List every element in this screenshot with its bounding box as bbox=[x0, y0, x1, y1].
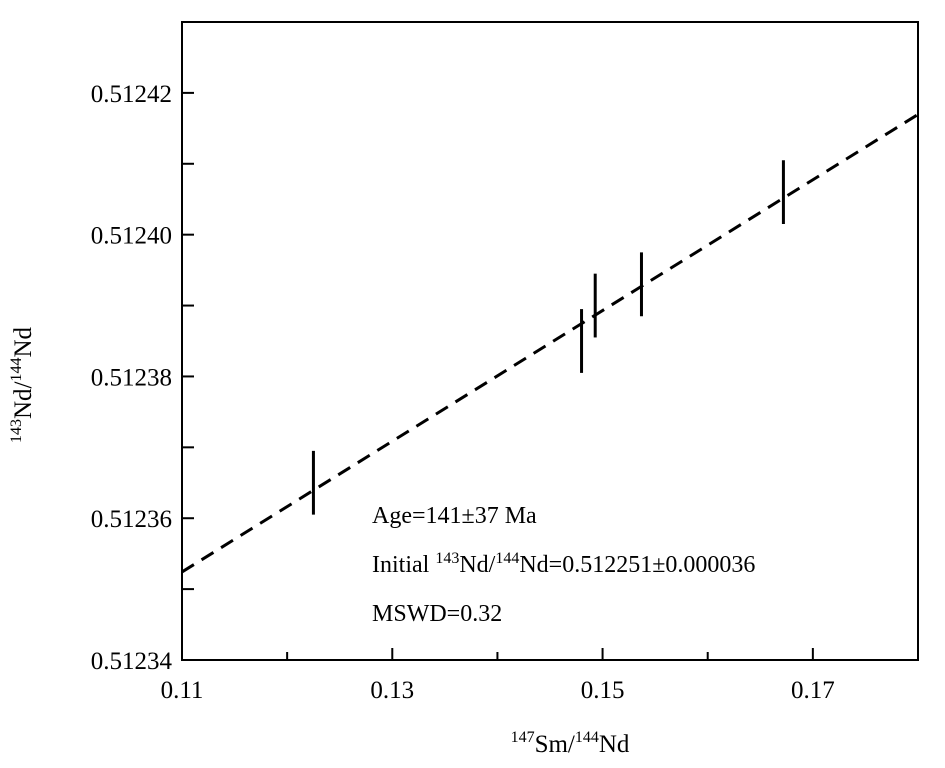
y-tick-label: 0.51242 bbox=[91, 81, 172, 108]
x-tick-label: 0.13 bbox=[370, 677, 414, 704]
x-axis-title: 147Sm/144Nd bbox=[511, 729, 630, 758]
plot-frame bbox=[181, 21, 919, 661]
mswd-annotation: MSWD=0.32 bbox=[372, 601, 502, 627]
x-tick-label: 0.17 bbox=[791, 677, 835, 704]
y-axis-title: 143Nd/144Nd bbox=[8, 326, 37, 443]
initial-ratio-annotation: Initial 143Nd/144Nd=0.512251±0.000036 bbox=[372, 550, 755, 578]
y-tick-label: 0.51238 bbox=[91, 364, 172, 391]
x-tick-label: 0.11 bbox=[161, 677, 204, 704]
y-tick-label: 0.51240 bbox=[91, 223, 172, 250]
y-tick-label: 0.51236 bbox=[91, 506, 172, 533]
x-tick-label: 0.15 bbox=[581, 677, 625, 704]
isochron-line bbox=[181, 113, 919, 574]
y-tick-label: 0.51234 bbox=[91, 648, 173, 675]
age-annotation: Age=141±37 Ma bbox=[372, 503, 537, 529]
